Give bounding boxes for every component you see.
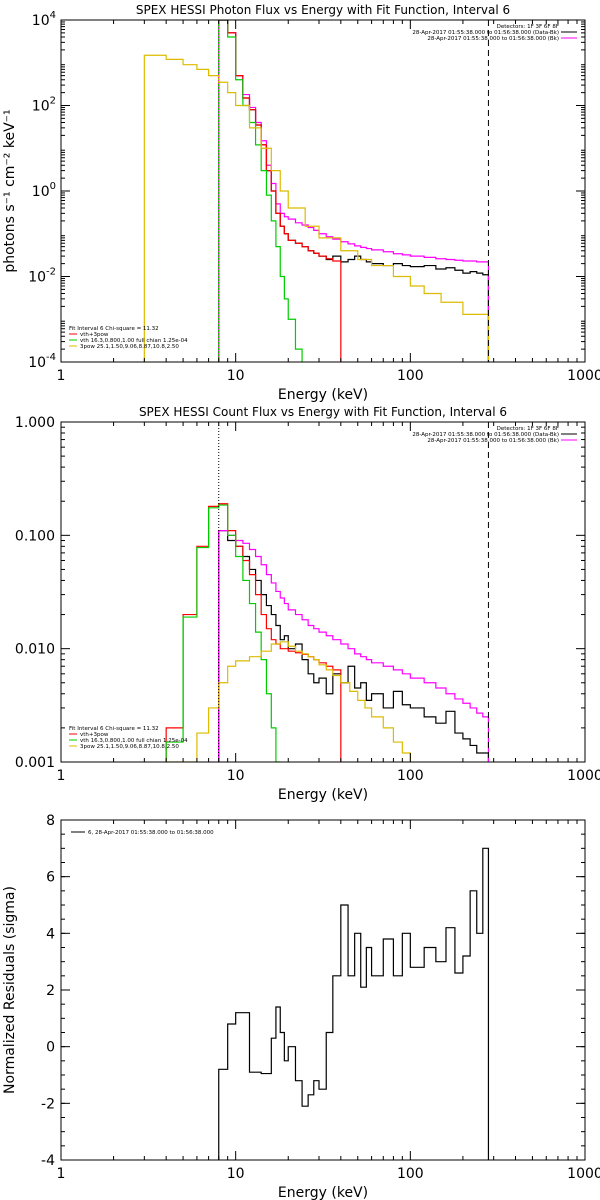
x-axis-label: Energy (keV) [278,1185,368,1200]
y-tick-label: 0.010 [15,642,55,658]
series-line-data-bk [218,20,490,362]
chart-panel-3: 1 10 100 1000 Energy (keV) -4 -2 0 2 4 6 8 Normalize… [2,813,600,1200]
chart-title: SPEX HESSI Photon Flux vs Energy with Fi… [136,3,510,17]
chart-title: SPEX HESSI Count Flux vs Energy with Fit… [139,405,507,419]
x-tick-label: 100 [397,368,424,384]
series-line-data-bk [218,530,490,762]
y-tick-label: 10-4 [28,352,56,371]
y-tick-label: 2 [46,983,55,999]
x-tick-label: 1000 [567,1166,600,1182]
series-line-vth [165,504,281,762]
legend-label: vth 16.3,0.800,1.00 full chian 1.25e-04 [80,738,188,744]
x-tick-label: 10 [227,1166,245,1182]
x-tick-label: 10 [227,368,245,384]
plot-frame [60,421,586,763]
y-axis-label: photons s⁻¹ cm⁻² keV⁻¹ [2,109,18,272]
legend-label: 28-Apr-2017 01:55:38.000 to 01:56:38.000… [427,36,559,42]
x-tick-label: 10 [227,768,245,784]
series-line-bk [218,530,490,762]
series-line-vth [218,20,303,362]
y-tick-label: 6 [46,870,55,886]
legend-label: 28-Apr-2017 01:55:38.000 to 01:56:38.000… [427,438,559,444]
plot-area [165,422,490,762]
series-line-vth-3pow [165,503,342,762]
x-tick-label: 1000 [567,768,600,784]
y-tick-label: -2 [41,1096,55,1112]
x-tick-label: 1 [57,1166,66,1182]
legend-label: Fit Interval 6 Chi-square = 11.32 [69,726,159,732]
legend-label: 3pow 25.1,1.50,9.06,8.87,10.8,2.50 [80,344,179,350]
y-tick-label: 0.100 [15,528,55,544]
y-tick-label: 8 [46,813,55,829]
legend-label: 28-Apr-2017 01:55:38.000 to 01:56:38.000… [412,432,559,438]
y-tick-label: 100 [32,181,56,200]
y-tick-label: 0.001 [15,755,55,771]
x-axis-label: Energy (keV) [278,787,368,803]
y-tick-label: 102 [32,96,56,115]
legend-label: vth 16.3,0.800,1.00 full chian 1.25e-04 [80,338,188,344]
legend-label: Detectors: 1F 3F 6F 8F [497,24,559,30]
y-axis-label: Normalized Residuals (sigma) [2,886,18,1094]
plot-area [218,847,490,1160]
x-tick-label: 1 [57,768,66,784]
y-tick-label: 10-2 [28,267,56,286]
legend-label: 3pow 25.1,1.50,9.06,8.87,10.8,2.50 [80,744,179,750]
legend-label: vth+3pow [80,732,109,738]
plot-area [143,20,490,362]
y-tick-label: 0 [46,1040,55,1056]
legend-label: Fit Interval 6 Chi-square = 11.32 [69,326,159,332]
x-tick-label: 1000 [567,368,600,384]
y-tick-label: 1.000 [15,415,55,431]
series-line-3pow [143,54,490,362]
plot-frame [60,19,586,363]
series-line-bk [218,20,490,362]
x-tick-label: 100 [397,768,424,784]
plot-frame [60,819,586,1161]
legend-label: 28-Apr-2017 01:55:38.000 to 01:56:38.000… [412,30,559,36]
y-tick-label: 4 [46,926,55,942]
x-axis-label: Energy (keV) [278,387,368,403]
legend-label: 6, 28-Apr-2017 01:55:38.000 to 01:56:38.… [88,830,214,836]
y-tick-label: 104 [32,10,56,29]
legend-label: Detectors: 1F 3F 6F 8F [497,426,559,432]
x-tick-label: 100 [397,1166,424,1182]
legend-label: vth+3pow [80,332,109,338]
x-tick-label: 1 [57,368,66,384]
chart-panel-2: SPEX HESSI Count Flux vs Energy with Fit… [15,405,600,803]
y-tick-label: -4 [41,1153,55,1169]
chart-panel-1: SPEX HESSI Photon Flux vs Energy with Fi… [2,3,600,403]
series-line-3pow [166,641,411,762]
series-line-residuals [218,847,490,1160]
